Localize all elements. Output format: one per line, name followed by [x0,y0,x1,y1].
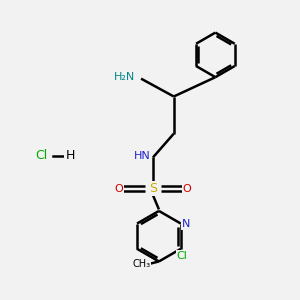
Text: HN: HN [134,151,151,161]
Text: H: H [66,149,75,162]
Text: N: N [182,219,190,229]
Text: O: O [183,184,191,194]
Text: Cl: Cl [35,149,48,162]
Text: H₂N: H₂N [114,72,135,82]
Text: S: S [149,182,157,195]
Text: O: O [114,184,123,194]
Text: CH₃: CH₃ [132,260,150,269]
Text: Cl: Cl [177,251,188,261]
